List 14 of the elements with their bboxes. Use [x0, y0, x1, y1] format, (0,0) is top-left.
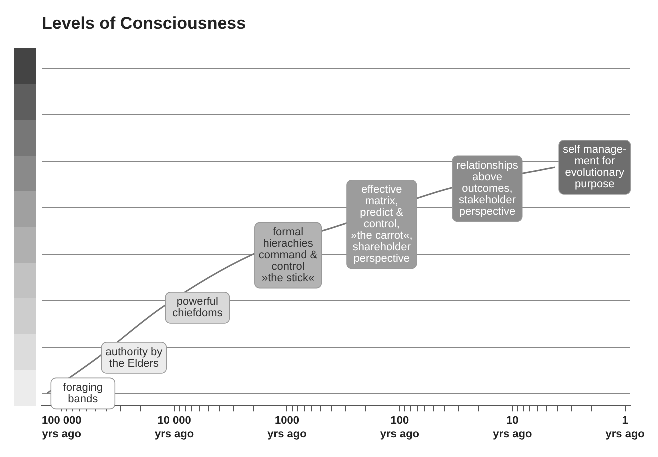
annotation: self manage- ment for evolutionary purpose [563, 144, 628, 191]
annotation: relationships above outcomes, stakeholder perspective [456, 160, 519, 218]
x-tick-label: 10 000 yrs ago [154, 415, 194, 440]
annotation: formal hierachies command & control »the stick« [258, 226, 318, 285]
x-tick-label: 100 000 yrs ago [42, 415, 82, 440]
annotation: powerful chiefdoms [172, 296, 224, 320]
x-tick-label: 1 yrs ago [606, 415, 646, 440]
chart-title: Levels of Consciousness [42, 14, 246, 33]
x-tick-label: 10 yrs ago [493, 415, 532, 440]
annotation: foraging bands [63, 382, 104, 406]
x-tick-label: 100 yrs ago [380, 415, 420, 440]
x-tick-label: 1000 yrs ago [268, 415, 308, 440]
annotation: effective matrix, predict & control, »the carrot«, shareholder perspective [351, 184, 413, 266]
annotation: authority by the Elders [106, 346, 164, 370]
